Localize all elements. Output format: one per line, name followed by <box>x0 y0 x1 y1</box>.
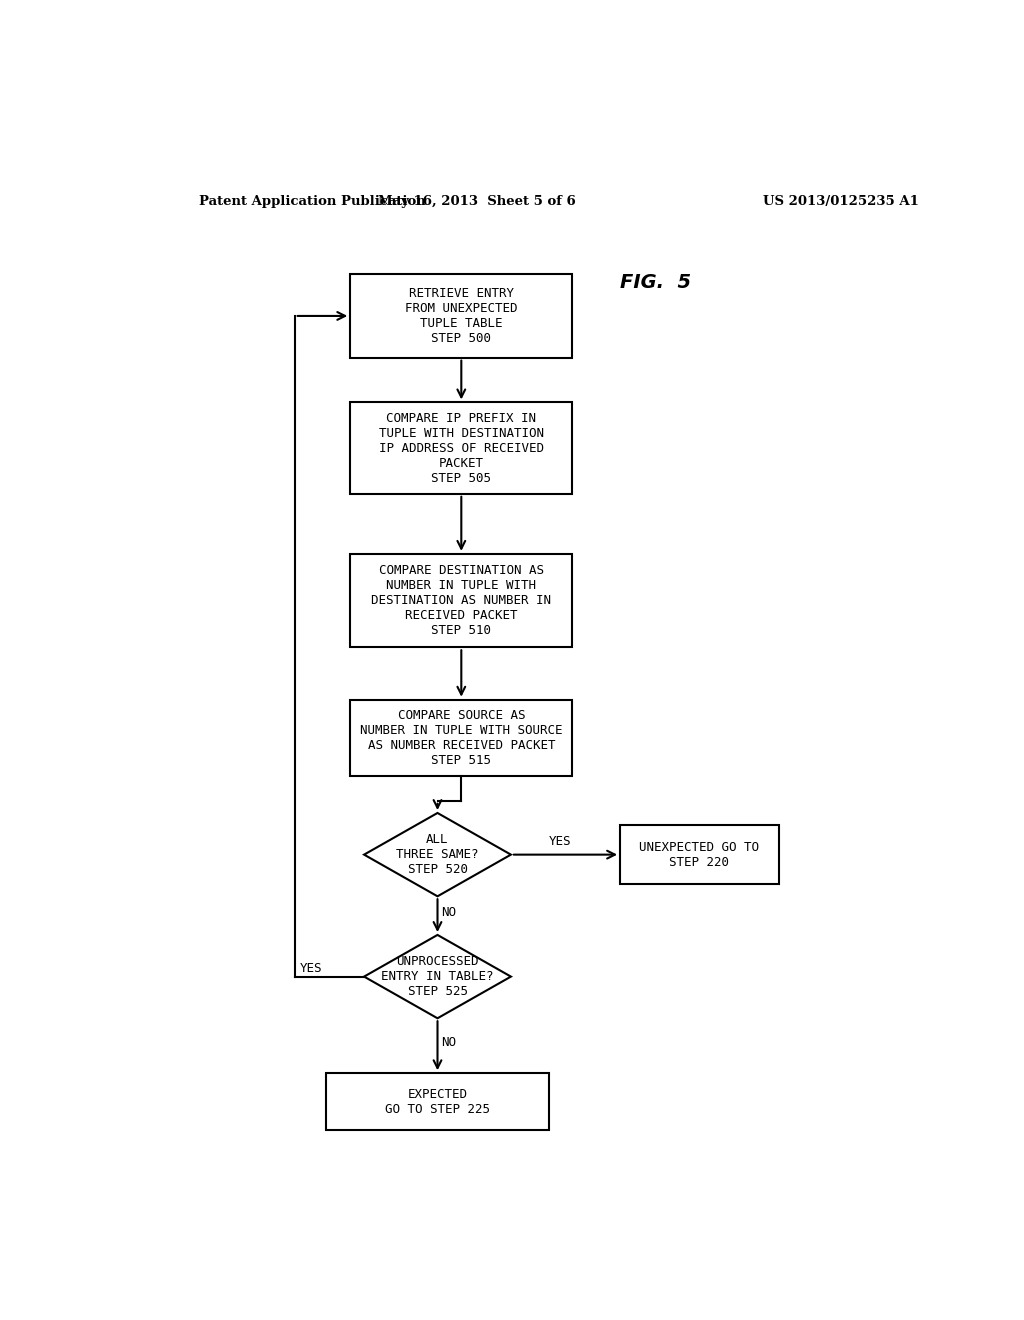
FancyBboxPatch shape <box>327 1073 549 1130</box>
FancyBboxPatch shape <box>350 700 572 776</box>
Text: ALL
THREE SAME?
STEP 520: ALL THREE SAME? STEP 520 <box>396 833 479 876</box>
FancyBboxPatch shape <box>350 275 572 358</box>
FancyBboxPatch shape <box>350 403 572 494</box>
Text: Patent Application Publication: Patent Application Publication <box>200 194 426 207</box>
FancyBboxPatch shape <box>620 825 779 884</box>
Text: UNPROCESSED
ENTRY IN TABLE?
STEP 525: UNPROCESSED ENTRY IN TABLE? STEP 525 <box>381 956 494 998</box>
Text: YES: YES <box>300 962 323 975</box>
Text: EXPECTED
GO TO STEP 225: EXPECTED GO TO STEP 225 <box>385 1088 490 1115</box>
Text: COMPARE SOURCE AS
NUMBER IN TUPLE WITH SOURCE
AS NUMBER RECEIVED PACKET
STEP 515: COMPARE SOURCE AS NUMBER IN TUPLE WITH S… <box>360 709 562 767</box>
Text: US 2013/0125235 A1: US 2013/0125235 A1 <box>763 194 919 207</box>
Text: NO: NO <box>441 906 457 919</box>
Text: UNEXPECTED GO TO
STEP 220: UNEXPECTED GO TO STEP 220 <box>639 841 760 869</box>
Text: COMPARE IP PREFIX IN
TUPLE WITH DESTINATION
IP ADDRESS OF RECEIVED
PACKET
STEP 5: COMPARE IP PREFIX IN TUPLE WITH DESTINAT… <box>379 412 544 484</box>
Text: YES: YES <box>549 834 571 847</box>
Polygon shape <box>365 935 511 1018</box>
Text: May 16, 2013  Sheet 5 of 6: May 16, 2013 Sheet 5 of 6 <box>378 194 577 207</box>
Text: NO: NO <box>441 1036 457 1049</box>
Text: FIG.  5: FIG. 5 <box>620 273 691 292</box>
FancyBboxPatch shape <box>350 554 572 647</box>
Text: COMPARE DESTINATION AS
NUMBER IN TUPLE WITH
DESTINATION AS NUMBER IN
RECEIVED PA: COMPARE DESTINATION AS NUMBER IN TUPLE W… <box>372 564 551 638</box>
Polygon shape <box>365 813 511 896</box>
Text: RETRIEVE ENTRY
FROM UNEXPECTED
TUPLE TABLE
STEP 500: RETRIEVE ENTRY FROM UNEXPECTED TUPLE TAB… <box>406 286 517 345</box>
